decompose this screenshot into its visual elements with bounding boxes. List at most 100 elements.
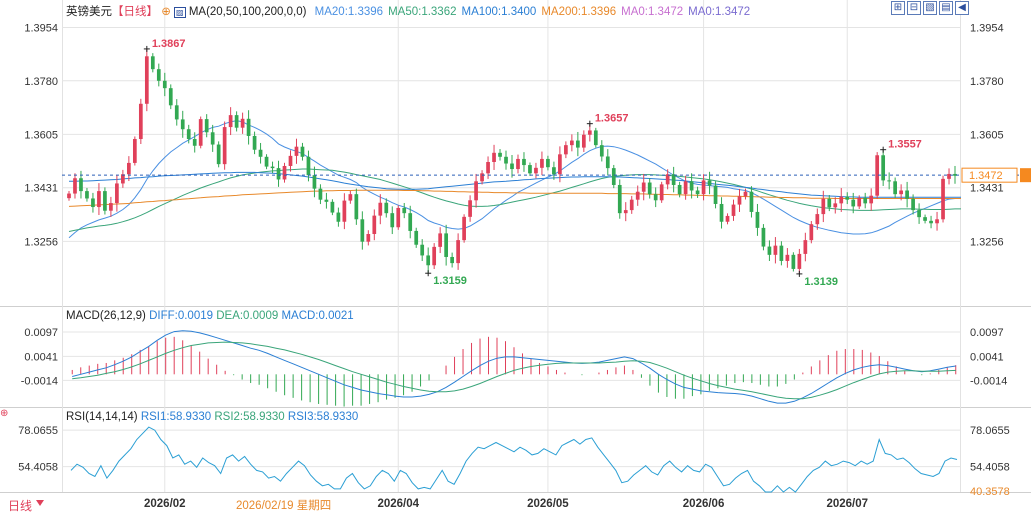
candle-body[interactable] [426, 255, 431, 266]
candle-body[interactable] [390, 213, 395, 228]
candle-body[interactable] [121, 174, 125, 184]
candle-body[interactable] [767, 246, 772, 255]
candle-body[interactable] [162, 80, 167, 89]
candle-body[interactable] [743, 191, 748, 197]
candle-body[interactable] [540, 158, 544, 168]
candle-body[interactable] [450, 256, 454, 264]
candle-body[interactable] [396, 207, 401, 228]
candle-body[interactable] [683, 181, 688, 195]
candle-body[interactable] [701, 180, 706, 195]
candle-body[interactable] [887, 180, 892, 182]
candle-body[interactable] [474, 181, 478, 201]
ma-label[interactable]: MA(20,50,100,200,0,0) [188, 6, 307, 18]
candle-body[interactable] [587, 130, 592, 135]
candle-body[interactable] [444, 233, 449, 257]
ma-indicator-icon[interactable]: ▨ [174, 7, 186, 18]
candle-body[interactable] [611, 168, 616, 185]
period-tag[interactable]: 【日线】 [112, 6, 158, 18]
candle-body[interactable] [336, 212, 341, 222]
candle-body[interactable] [480, 173, 484, 182]
candle-body[interactable] [97, 191, 101, 208]
candle-body[interactable] [180, 119, 185, 130]
candle-body[interactable] [839, 196, 844, 204]
candle-body[interactable] [372, 215, 377, 234]
candle-body[interactable] [144, 56, 149, 104]
candle-body[interactable] [186, 129, 191, 140]
candle-body[interactable] [456, 240, 460, 264]
candle-body[interactable] [252, 135, 257, 150]
candle-body[interactable] [821, 198, 826, 215]
candle-body[interactable] [671, 174, 676, 185]
candle-body[interactable] [198, 119, 203, 146]
candle-body[interactable] [815, 214, 820, 225]
candle-body[interactable] [827, 198, 832, 208]
candle-body[interactable] [641, 182, 646, 192]
candle-body[interactable] [240, 118, 245, 128]
period-footer-label[interactable]: 日线 [8, 499, 33, 513]
candle-body[interactable] [270, 166, 275, 169]
candle-body[interactable] [845, 196, 850, 200]
candle-body[interactable] [623, 210, 628, 214]
candle-body[interactable] [719, 203, 724, 222]
candle-body[interactable] [953, 173, 957, 176]
candle-body[interactable] [312, 175, 317, 189]
candle-body[interactable] [593, 130, 598, 146]
candle-body[interactable] [779, 245, 784, 261]
candle-body[interactable] [246, 118, 251, 136]
candle-body[interactable] [647, 182, 652, 195]
candle-body[interactable] [773, 245, 778, 255]
candle-body[interactable] [486, 162, 490, 174]
candle-body[interactable] [534, 167, 538, 174]
candle-body[interactable] [653, 194, 658, 201]
candle-body[interactable] [737, 196, 742, 205]
candle-layer[interactable] [67, 48, 957, 274]
candle-body[interactable] [785, 254, 790, 261]
candle-body[interactable] [510, 163, 514, 170]
candle-body[interactable] [222, 127, 227, 165]
candle-body[interactable] [659, 184, 664, 201]
candle-body[interactable] [384, 202, 389, 214]
candle-body[interactable] [803, 240, 808, 254]
candle-body[interactable] [635, 191, 640, 200]
expand-icon[interactable]: ⊞ [891, 1, 905, 15]
candle-body[interactable] [522, 158, 526, 166]
candle-body[interactable] [348, 194, 353, 201]
period-dropdown-icon[interactable] [36, 500, 44, 506]
candle-body[interactable] [546, 158, 550, 168]
candle-body[interactable] [833, 203, 838, 208]
candle-body[interactable] [103, 191, 107, 211]
candle-body[interactable] [923, 217, 927, 221]
candle-body[interactable] [294, 146, 299, 156]
candle-body[interactable] [174, 105, 179, 120]
candle-body[interactable] [629, 199, 634, 211]
candle-body[interactable] [414, 230, 419, 245]
candle-body[interactable] [420, 244, 425, 256]
candle-body[interactable] [677, 184, 682, 195]
candle-body[interactable] [300, 146, 305, 157]
candle-body[interactable] [150, 56, 155, 70]
crosshair-toggle-icon[interactable]: ⊕ [161, 6, 171, 18]
candle-body[interactable] [617, 184, 622, 214]
candle-body[interactable] [91, 198, 95, 208]
candle-body[interactable] [228, 115, 233, 128]
candle-body[interactable] [330, 201, 335, 213]
candle-body[interactable] [432, 246, 437, 266]
indicator-icon[interactable]: ▤ [939, 1, 953, 15]
candle-body[interactable] [73, 178, 77, 194]
macd-label[interactable]: MACD(26,12,9) [66, 310, 146, 322]
candle-body[interactable] [360, 219, 365, 242]
candle-body[interactable] [408, 213, 413, 231]
candle-body[interactable] [438, 233, 443, 247]
candle-body[interactable] [929, 220, 933, 224]
candle-body[interactable] [528, 165, 532, 174]
candle-body[interactable] [516, 158, 520, 170]
candle-body[interactable] [282, 165, 287, 180]
candle-body[interactable] [689, 181, 694, 191]
candle-body[interactable] [881, 155, 886, 181]
draw-tool-icon[interactable]: ▧ [923, 1, 937, 15]
candle-body[interactable] [462, 216, 466, 241]
candle-body[interactable] [109, 203, 113, 211]
candle-body[interactable] [276, 168, 281, 180]
candle-body[interactable] [115, 183, 119, 204]
candle-body[interactable] [127, 162, 131, 175]
